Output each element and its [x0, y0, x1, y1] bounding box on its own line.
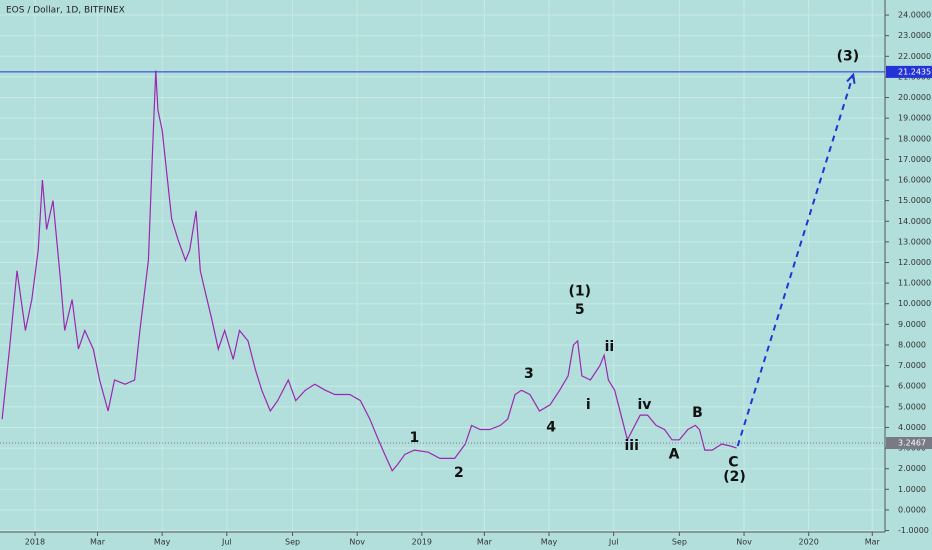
- y-tick-label: 0.0000: [898, 505, 926, 514]
- wave-label: iii: [624, 438, 638, 454]
- x-tick-label: Nov: [349, 538, 365, 547]
- price-line: [1, 70, 737, 472]
- wave-label: A: [669, 446, 680, 462]
- y-tick-label: 1.0000: [898, 485, 926, 494]
- y-tick-label: 22.0000: [898, 52, 931, 61]
- y-tick-label: 24.0000: [898, 11, 931, 20]
- price-level-badge: [886, 65, 932, 78]
- y-tick-label: 6.0000: [898, 382, 926, 391]
- y-tick-label: 13.0000: [898, 237, 931, 246]
- y-tick-label: 4.0000: [898, 423, 926, 432]
- wave-label: i: [586, 397, 591, 413]
- wave-label: 1: [410, 430, 420, 446]
- x-tick-label: May: [154, 538, 171, 547]
- projection-arrow: [736, 74, 855, 447]
- x-tick-label: 2020: [799, 538, 819, 547]
- wave-label: 5: [575, 302, 585, 318]
- y-tick-label: 2.0000: [898, 464, 926, 473]
- x-tick-label: Jul: [221, 538, 232, 547]
- x-tick-label: Nov: [736, 538, 752, 547]
- wave-label: (3): [837, 48, 860, 64]
- x-tick-label: Sep: [285, 538, 300, 547]
- wave-label: 2: [454, 465, 464, 481]
- x-tick-label: Mar: [865, 538, 881, 547]
- price-level-label: 21.2435: [898, 67, 931, 76]
- wave-label: 4: [546, 419, 556, 435]
- wave-label: C: [728, 455, 738, 471]
- wave-label: (2): [723, 469, 746, 485]
- price-level-label: 3.2467: [898, 438, 926, 447]
- y-tick-label: 11.0000: [898, 279, 931, 288]
- y-tick-label: 18.0000: [898, 134, 931, 143]
- y-tick-label: 17.0000: [898, 155, 931, 164]
- y-tick-label: 8.0000: [898, 340, 926, 349]
- chart-title: EOS / Dollar, 1D, BITFINEX: [6, 6, 125, 16]
- arrow-head: [846, 72, 856, 84]
- x-tick-label: May: [541, 538, 558, 547]
- price-level-badge: [886, 436, 932, 449]
- y-tick-label: 7.0000: [898, 361, 926, 370]
- x-tick-label: Jul: [608, 538, 619, 547]
- y-tick-label: 9.0000: [898, 320, 926, 329]
- y-tick-label: 14.0000: [898, 217, 931, 226]
- x-tick-label: 2018: [25, 538, 45, 547]
- x-tick-label: Mar: [477, 538, 493, 547]
- x-tick-label: 2019: [412, 538, 432, 547]
- wave-label: 3: [524, 366, 534, 382]
- wave-label: B: [692, 405, 703, 421]
- y-tick-label: 10.0000: [898, 299, 931, 308]
- wave-label: (1): [568, 283, 591, 299]
- y-tick-label: 12.0000: [898, 258, 931, 267]
- y-tick-label: 19.0000: [898, 114, 931, 123]
- y-tick-label: 16.0000: [898, 176, 931, 185]
- wave-label: ii: [605, 339, 615, 355]
- wave-label: iv: [637, 397, 651, 413]
- x-tick-label: Sep: [672, 538, 687, 547]
- y-tick-label: 20.0000: [898, 93, 931, 102]
- y-tick-label: 23.0000: [898, 31, 931, 40]
- y-tick-label: 5.0000: [898, 402, 926, 411]
- x-tick-label: Mar: [90, 538, 106, 547]
- y-tick-label: 15.0000: [898, 196, 931, 205]
- y-tick-label: -1.0000: [898, 526, 929, 535]
